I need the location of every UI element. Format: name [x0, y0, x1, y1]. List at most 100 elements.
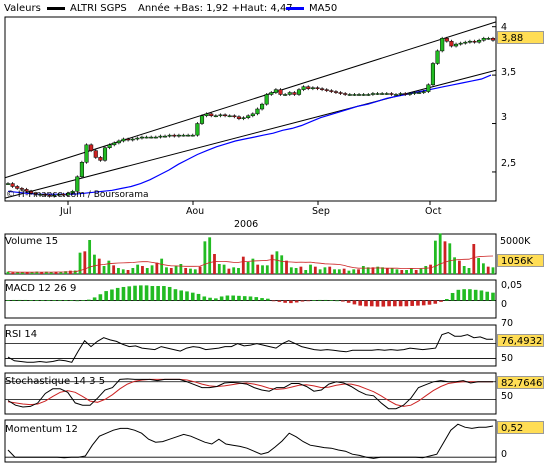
volume-bar: [275, 251, 279, 274]
macd-bar: [202, 296, 207, 301]
volume-bar: [49, 272, 53, 274]
macd-bar: [133, 285, 137, 301]
volume-bar: [97, 258, 101, 274]
macd-bar: [115, 287, 120, 301]
macd-bar: [427, 300, 432, 305]
macd-bar: [167, 286, 172, 301]
volume-bar: [169, 268, 173, 274]
candle-body: [79, 162, 84, 178]
volume-bar: [289, 267, 293, 274]
macd-bar: [156, 286, 160, 301]
candle-body: [199, 115, 205, 124]
volume-bar: [409, 268, 413, 274]
volume-bar: [208, 237, 212, 274]
volume-bar: [265, 265, 269, 274]
candle-body: [449, 40, 454, 47]
macd-bar: [162, 286, 166, 301]
volume-bar: [352, 269, 356, 274]
momentum-ytick-0: 0: [501, 449, 508, 460]
volume-bar: [342, 268, 346, 274]
candle-body: [444, 38, 449, 42]
candle-body: [241, 117, 246, 119]
candle-body: [453, 43, 459, 47]
candle-body: [338, 92, 343, 94]
candle-body: [472, 40, 477, 43]
candle-body: [486, 38, 491, 40]
volume-bar: [150, 265, 154, 274]
volume-bar: [107, 260, 111, 274]
rsi-ytick-70: 70: [501, 318, 514, 329]
xtick-sep: Sep: [312, 206, 330, 217]
candle-body: [320, 88, 325, 90]
volume-bar: [126, 270, 130, 274]
macd-bar: [40, 300, 45, 301]
candle-body: [107, 144, 112, 148]
volume-bar: [371, 267, 375, 274]
volume-bar: [30, 272, 34, 274]
candle-body: [384, 93, 389, 95]
candle-body: [403, 93, 408, 95]
macd-bar: [208, 297, 212, 301]
candle-body: [329, 90, 334, 92]
candle-body: [102, 147, 108, 161]
macd-bar: [237, 295, 241, 301]
candle-body: [278, 89, 283, 95]
candle-body: [324, 89, 329, 91]
candle-body: [315, 87, 320, 89]
volume-bar: [347, 270, 351, 274]
macd-bar: [433, 300, 438, 304]
price-plot-frame: [4, 16, 497, 202]
macd-bar: [300, 300, 305, 302]
volume-bar: [93, 254, 96, 274]
volume-last-value: 1056K: [497, 254, 544, 267]
macd-bar: [341, 300, 345, 302]
macd-bar: [416, 300, 420, 306]
volume-bar: [78, 252, 82, 274]
candle-body: [393, 94, 399, 96]
volume-bar: [45, 271, 48, 274]
macd-bar: [92, 297, 97, 301]
candle-body: [273, 89, 278, 93]
macd-bar: [110, 289, 114, 301]
volume-bar: [246, 262, 250, 274]
candle-body: [10, 183, 15, 187]
volume-bar: [390, 268, 394, 274]
macd-bar: [260, 298, 264, 301]
candle-body: [158, 135, 163, 138]
macd-bar: [35, 300, 39, 301]
macd-bar: [104, 291, 108, 301]
volume-bar: [232, 267, 236, 274]
candle-body: [153, 136, 158, 139]
macd-bar: [266, 298, 270, 301]
candle-body: [5, 183, 11, 185]
candle-body: [47, 194, 52, 197]
candle-body: [467, 40, 472, 43]
candle-body: [130, 138, 135, 141]
rsi-label: RSI 14: [5, 329, 38, 340]
candle-body: [264, 94, 269, 105]
candle-body: [52, 194, 57, 197]
momentum-label: Momentum 12: [5, 424, 78, 435]
volume-bar: [88, 240, 92, 274]
volume-bar: [184, 268, 188, 274]
xtick-jul: Jul: [60, 206, 72, 217]
volume-bar: [424, 266, 428, 274]
candle-body: [218, 114, 223, 117]
volume-bar: [213, 254, 216, 274]
candle-body: [463, 41, 468, 44]
volume-bar: [357, 269, 360, 274]
candle-body: [477, 39, 482, 43]
candle-body: [121, 138, 126, 142]
candle-body: [167, 134, 172, 137]
volume-bar: [285, 260, 288, 274]
candle-body: [412, 92, 417, 94]
volume-bar: [131, 268, 135, 274]
volume-bar: [448, 243, 452, 274]
candle-body: [176, 134, 181, 137]
stochastic-line: [7, 378, 493, 410]
candle-body: [236, 116, 242, 119]
candle-body: [126, 138, 131, 141]
macd-bar: [375, 300, 380, 307]
candle-body: [426, 84, 431, 92]
candle-body: [227, 115, 232, 118]
